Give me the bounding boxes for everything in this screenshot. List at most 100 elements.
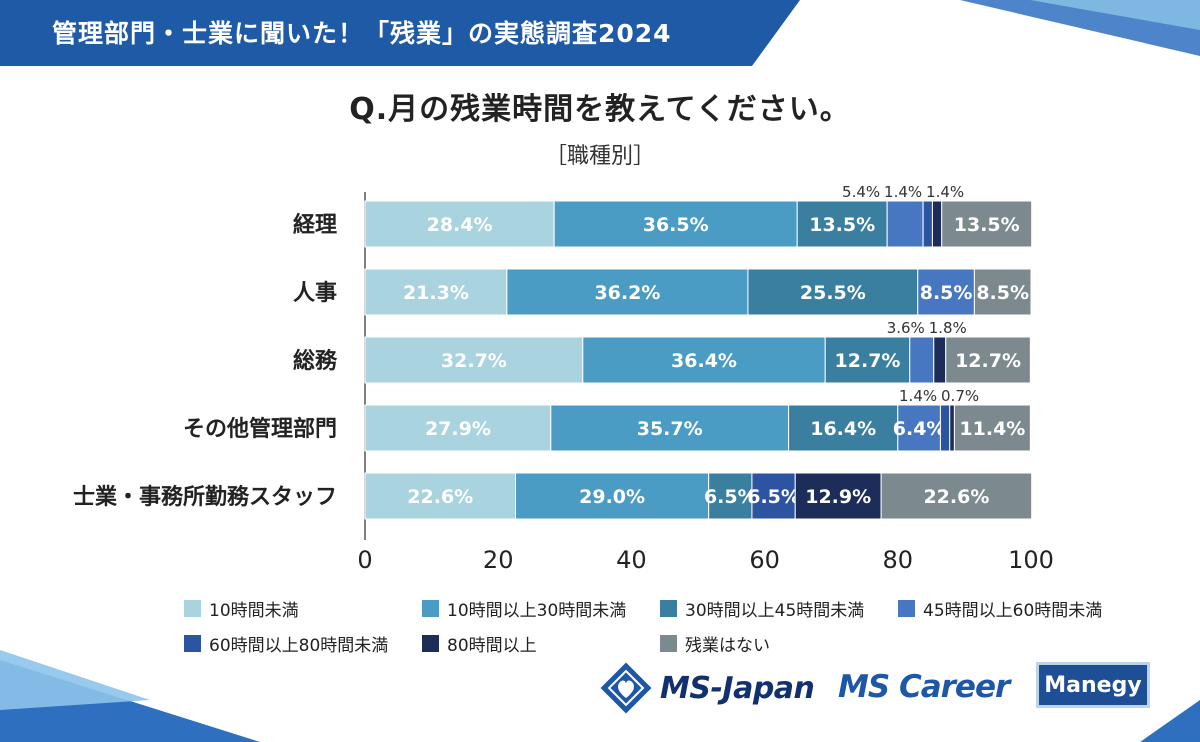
legend-item: 10時間以上30時間未満 xyxy=(422,596,660,621)
bar-segment xyxy=(515,472,710,520)
data-label: 28.4% xyxy=(427,214,493,236)
bar-segment xyxy=(909,336,935,384)
data-label: 6.4% xyxy=(893,418,946,440)
bar-segment xyxy=(364,336,584,384)
data-label: 21.3% xyxy=(403,282,469,304)
banner-title: 管理部門・士業に聞いた！「残業」の実態調査2024 xyxy=(52,19,672,48)
x-tick-label: 60 xyxy=(749,546,780,574)
legend-item: 80時間以上 xyxy=(422,631,660,656)
legend-label: 30時間以上45時間未満 xyxy=(685,601,865,621)
x-tick-label: 100 xyxy=(1008,546,1054,574)
x-tick-label: 20 xyxy=(483,546,514,574)
bar-segment xyxy=(886,200,924,248)
bar-segment xyxy=(949,404,955,452)
bar-segment xyxy=(550,404,790,452)
bar-segment xyxy=(582,336,826,384)
manegy-logo: Manegy xyxy=(1036,662,1150,708)
corner-decoration-bottom-left xyxy=(0,650,260,742)
data-label: 35.7% xyxy=(637,418,703,440)
data-label: 6.5% xyxy=(747,486,800,508)
category-label: 総務 xyxy=(293,348,338,374)
data-label: 27.9% xyxy=(425,418,491,440)
bar-segment xyxy=(788,404,899,452)
data-label: 36.4% xyxy=(671,350,737,372)
bar-segment xyxy=(364,472,517,520)
chart-subtitle: ［職種別］ xyxy=(544,144,655,169)
legend-swatch xyxy=(422,635,439,652)
data-label: 12.9% xyxy=(805,486,871,508)
stacked-bar-chart: 経理 28.4% 36.5% 13.5% 13.5%5.4% 1.4% 1.4%人事 21.3… xyxy=(73,183,1054,574)
ms-japan-emblem-icon xyxy=(600,662,652,714)
legend-swatch xyxy=(184,635,201,652)
bar-segment xyxy=(945,336,1031,384)
legend-label: 80時間以上 xyxy=(447,636,537,656)
data-label: 25.5% xyxy=(800,282,866,304)
ms-japan-logo-text: MS-Japan xyxy=(660,670,815,706)
ms-japan-logo: MS-Japan xyxy=(600,660,815,716)
data-label: 22.6% xyxy=(923,486,989,508)
legend-item: 残業はない xyxy=(660,631,898,656)
legend-item: 10時間未満 xyxy=(184,596,422,621)
bar-segment xyxy=(794,472,882,520)
data-label: 12.7% xyxy=(955,350,1021,372)
outside-data-label: 3.6% xyxy=(887,319,925,337)
bar-segment xyxy=(364,404,552,452)
legend-swatch xyxy=(660,635,677,652)
legend-label: 残業はない xyxy=(685,636,770,656)
data-label: 13.5% xyxy=(809,214,875,236)
bar-segment xyxy=(880,472,1033,520)
bar-segment xyxy=(747,268,919,316)
bar-segment xyxy=(973,268,1032,316)
bar-segment xyxy=(933,336,947,384)
category-label: 人事 xyxy=(293,280,337,306)
ms-career-logo: MS Career xyxy=(838,669,1010,705)
bar-segment xyxy=(931,200,943,248)
legend-item: 60時間以上80時間未満 xyxy=(184,631,422,656)
category-label: 経理 xyxy=(293,212,337,238)
corner-decoration-top-right xyxy=(960,0,1200,56)
data-label: 22.6% xyxy=(407,486,473,508)
outside-data-label: 1.4% xyxy=(884,183,922,201)
category-label: その他管理部門 xyxy=(183,416,337,442)
bar-segment xyxy=(364,268,508,316)
bar-segment xyxy=(824,336,911,384)
legend-swatch xyxy=(184,600,201,617)
data-label: 29.0% xyxy=(579,486,645,508)
outside-data-label: 5.4% xyxy=(842,183,880,201)
question-title: Q.月の残業時間を教えてください。 xyxy=(349,92,851,127)
legend-label: 10時間以上30時間未満 xyxy=(447,601,627,621)
data-label: 16.4% xyxy=(810,418,876,440)
bar-segment xyxy=(953,404,1031,452)
category-label: 士業・事務所勤務スタッフ xyxy=(73,484,337,510)
bar-segment xyxy=(897,404,941,452)
outside-data-label: 1.4% xyxy=(926,183,964,201)
data-label: 12.7% xyxy=(835,350,901,372)
data-label: 6.5% xyxy=(704,486,757,508)
bar-segment xyxy=(751,472,796,520)
legend-swatch xyxy=(898,600,915,617)
bar-segment xyxy=(922,200,933,248)
data-label: 32.7% xyxy=(441,350,507,372)
x-tick-label: 0 xyxy=(357,546,372,574)
legend-swatch xyxy=(422,600,439,617)
legend-label: 10時間未満 xyxy=(209,601,299,621)
header-banner xyxy=(0,0,800,66)
legend-swatch xyxy=(660,600,677,617)
outside-data-label: 1.8% xyxy=(929,319,967,337)
data-label: 36.2% xyxy=(594,282,660,304)
x-tick-label: 80 xyxy=(883,546,914,574)
outside-data-label: 0.7% xyxy=(941,387,979,405)
legend-item: 30時間以上45時間未満 xyxy=(660,596,898,621)
x-tick-label: 40 xyxy=(616,546,647,574)
data-label: 13.5% xyxy=(954,214,1020,236)
outside-data-label: 1.4% xyxy=(899,387,937,405)
data-label: 11.4% xyxy=(959,418,1025,440)
chart-legend: 10時間未満 10時間以上30時間未満 30時間以上45時間未満 45時間以上60時間… xyxy=(184,596,1144,656)
data-label: 8.5% xyxy=(920,282,973,304)
bar-segment xyxy=(939,404,951,452)
legend-label: 45時間以上60時間未満 xyxy=(923,601,1103,621)
corner-decoration-bottom-right xyxy=(1140,700,1200,742)
bar-segment xyxy=(553,200,798,248)
data-label: 8.5% xyxy=(976,282,1029,304)
legend-label: 60時間以上80時間未満 xyxy=(209,636,389,656)
